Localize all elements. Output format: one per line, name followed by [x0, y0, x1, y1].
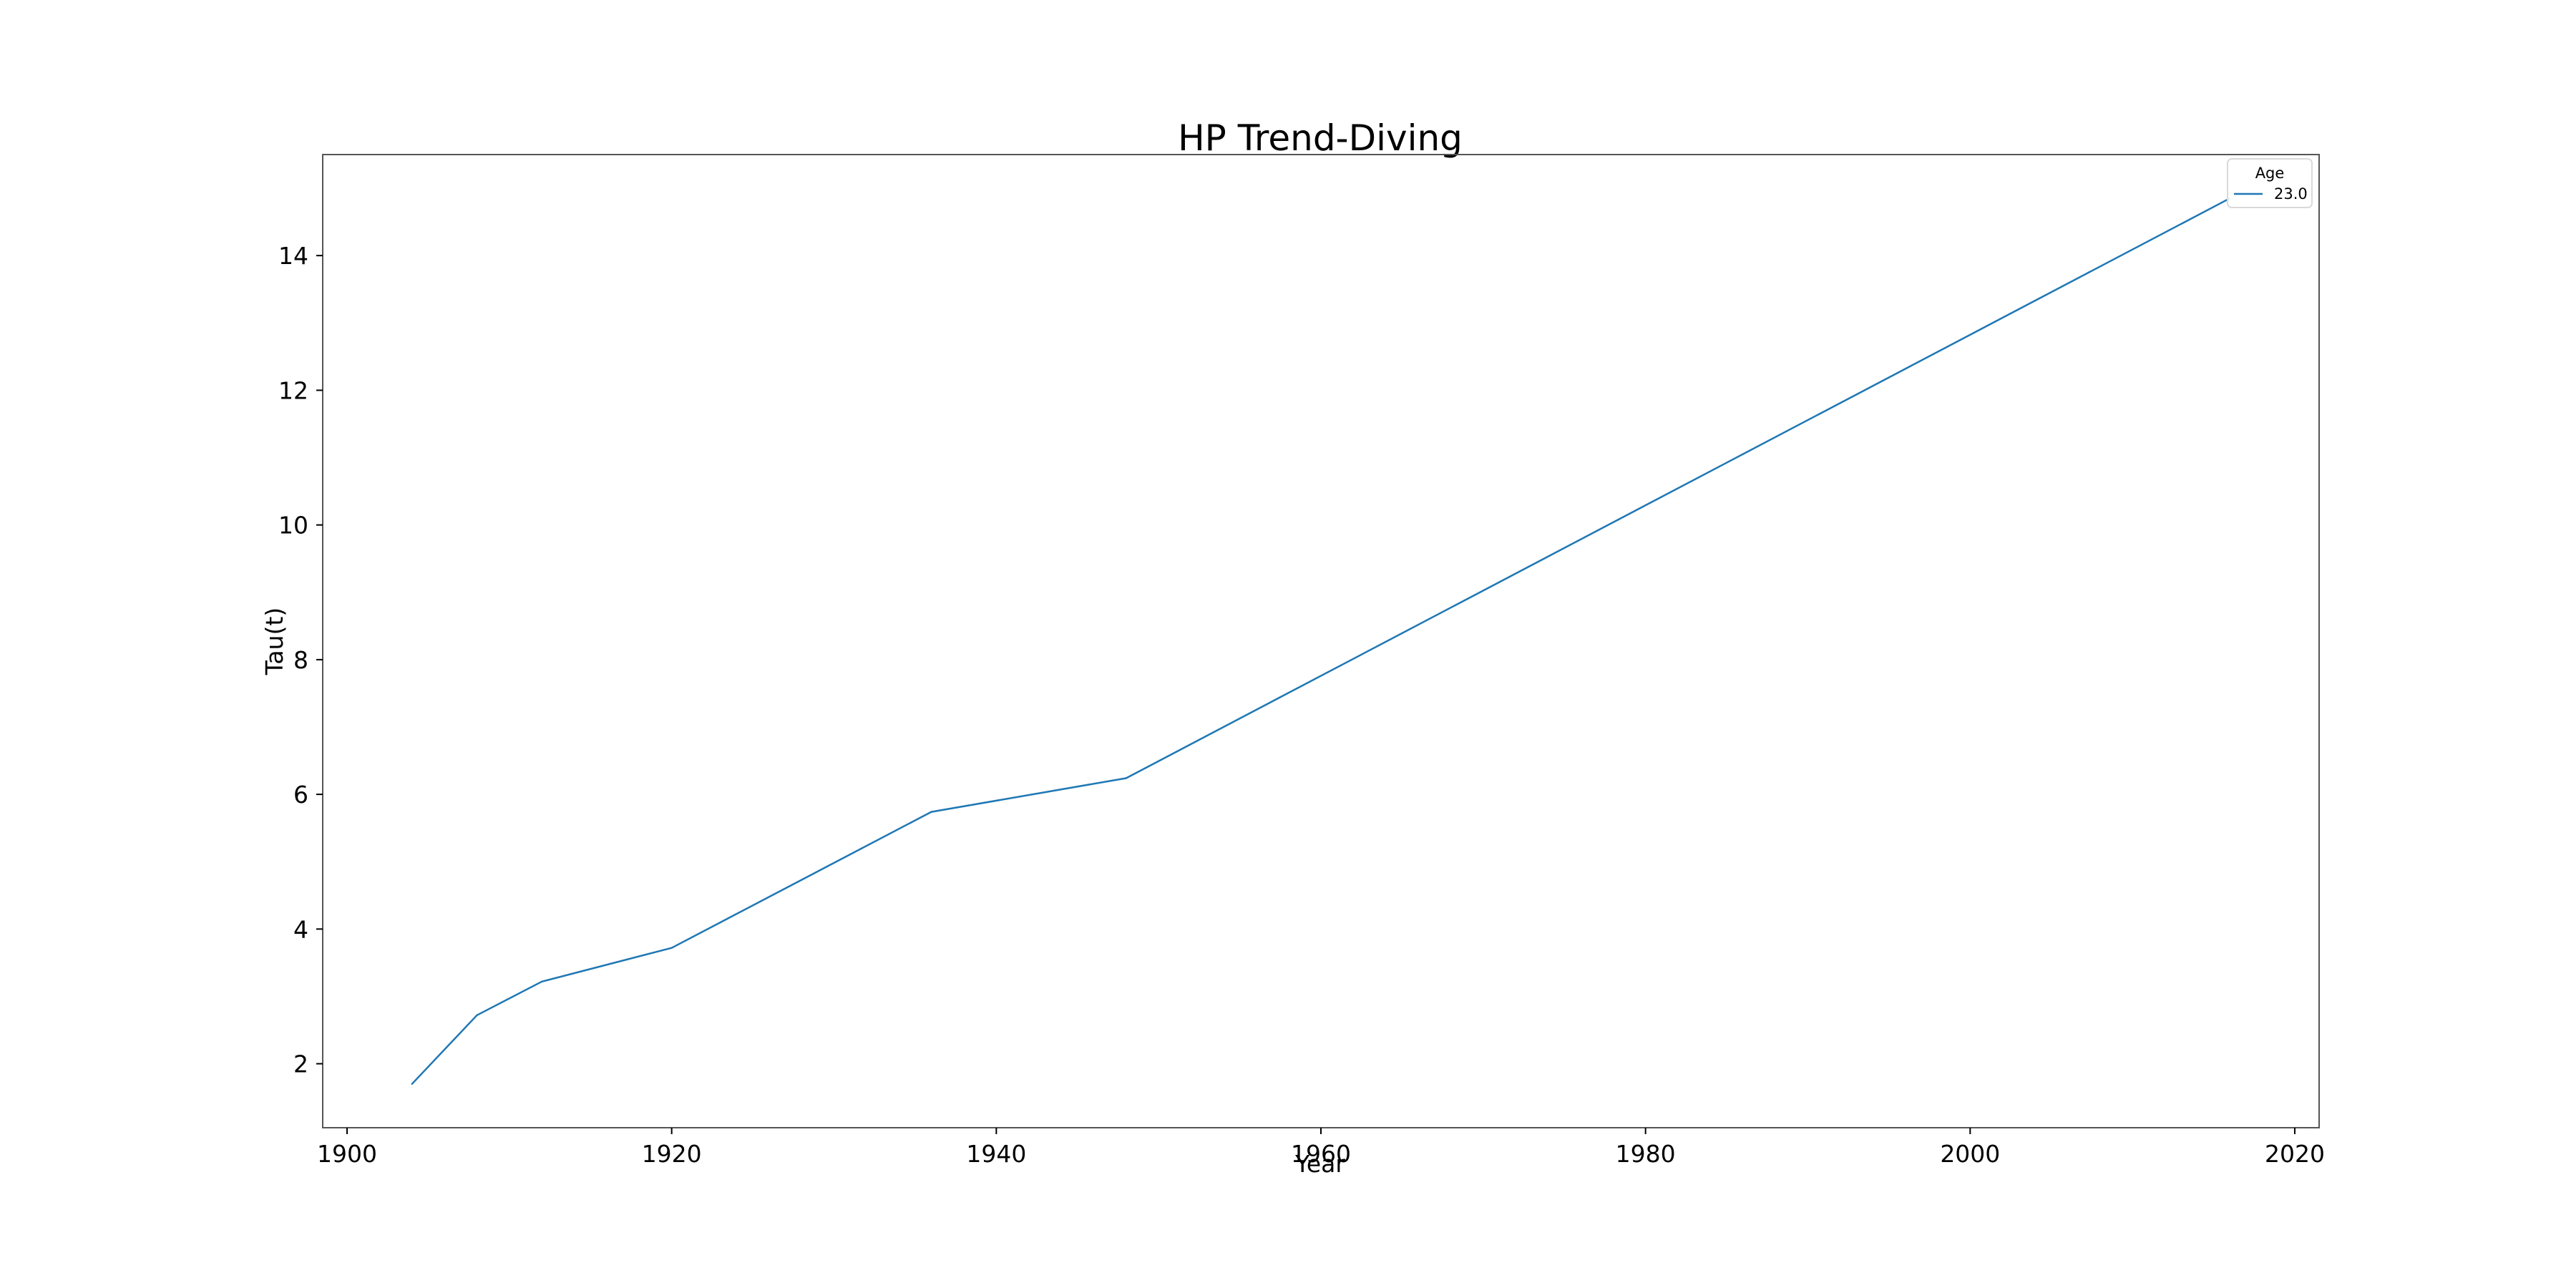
- data-point: [1125, 777, 1128, 779]
- x-tick-label: 1920: [642, 1140, 702, 1168]
- data-point: [411, 1083, 413, 1085]
- y-tick-label: 14: [278, 242, 308, 270]
- legend-box: [2227, 158, 2313, 208]
- x-tick-label: 1900: [317, 1140, 377, 1168]
- legend-title: Age: [2255, 165, 2285, 182]
- x-tick-label: 2000: [1940, 1140, 2000, 1168]
- series-line: [411, 197, 2230, 1085]
- data-point: [930, 811, 932, 813]
- x-axis-ticks: 1900 1920 1940 1960 1980 2000 2020: [317, 1128, 2325, 1168]
- x-tick-label: 1940: [966, 1140, 1026, 1168]
- y-tick-label: 2: [293, 1050, 308, 1078]
- plot-area-frame: [322, 154, 2320, 1128]
- series-layer: [411, 197, 2231, 1085]
- y-axis-ticks: 2 4 6 8 10 12 14: [278, 242, 323, 1078]
- chart-title: HP Trend-Diving: [1178, 117, 1463, 159]
- data-point: [541, 980, 543, 982]
- x-tick-label: 1960: [1291, 1140, 1351, 1168]
- legend: Age 23.0: [2227, 158, 2313, 208]
- y-tick-label: 8: [293, 646, 308, 674]
- data-point: [670, 947, 673, 949]
- data-point: [476, 1014, 478, 1017]
- y-axis-label: Tau(t): [260, 608, 288, 676]
- y-tick-label: 4: [293, 915, 308, 943]
- x-tick-label: 1980: [1616, 1140, 1676, 1168]
- y-tick-label: 10: [278, 512, 308, 540]
- x-tick-label: 2020: [2265, 1140, 2325, 1168]
- legend-entry-label: 23.0: [2274, 185, 2308, 203]
- y-tick-label: 12: [278, 376, 308, 404]
- y-tick-label: 6: [293, 781, 308, 809]
- x-axis-label: Year: [1294, 1150, 1345, 1178]
